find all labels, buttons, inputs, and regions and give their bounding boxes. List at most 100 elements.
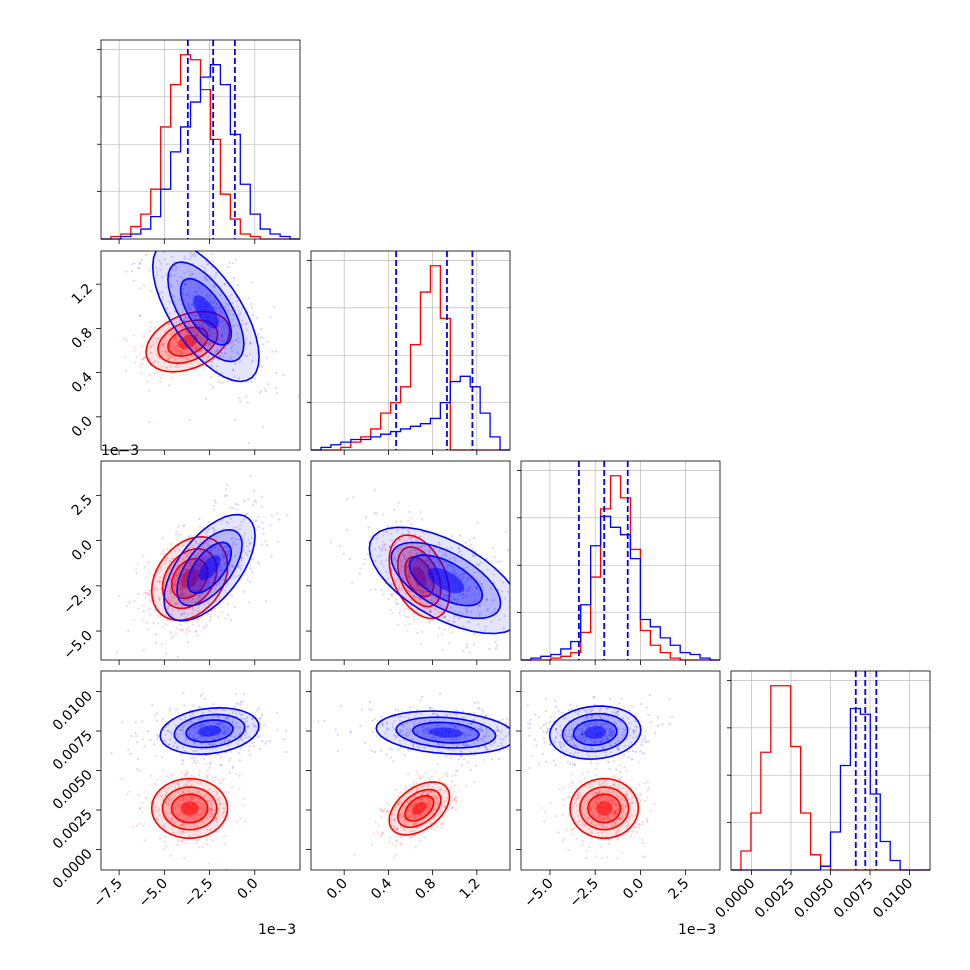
- red-sample-point: [189, 366, 192, 369]
- red-sample-point: [583, 802, 586, 805]
- blue-histogram-series: [521, 515, 720, 661]
- blue-sample-point: [492, 599, 495, 602]
- panel-frame: [100, 460, 301, 661]
- blue-sample-point: [184, 737, 187, 741]
- red-sample-point: [414, 588, 417, 591]
- red-sample-point: [244, 820, 247, 823]
- blue-sample-point: [176, 746, 179, 749]
- blue-sample-point: [173, 583, 176, 587]
- red-sample-point: [216, 812, 219, 815]
- red-sample-point: [403, 820, 406, 823]
- blue-sample-point: [470, 722, 473, 725]
- blue-sample-point: [196, 737, 199, 740]
- red-sample-point: [212, 812, 215, 816]
- blue-sample-point: [397, 538, 400, 541]
- blue-sample-point: [445, 755, 448, 759]
- red-sample-point: [151, 343, 155, 346]
- blue-sample-point: [194, 590, 197, 593]
- red-sample-point: [190, 600, 194, 604]
- blue-sample-point: [395, 560, 398, 563]
- blue-sample-point: [206, 543, 210, 546]
- red-sample-point: [206, 356, 209, 359]
- blue-sample-point: [277, 540, 280, 543]
- blue-sample-point: [233, 554, 237, 558]
- red-sample-point: [161, 626, 164, 629]
- red-sample-point: [188, 818, 191, 821]
- blue-sample-point: [494, 740, 497, 743]
- red-sample-point: [190, 784, 193, 787]
- red-sample-point: [421, 813, 424, 817]
- red-sample-point: [135, 568, 138, 571]
- red-sample-point: [590, 794, 594, 797]
- red-sample-point: [211, 839, 214, 842]
- red-sample-point: [601, 831, 604, 834]
- blue-sample-point: [380, 588, 383, 591]
- blue-sample-point: [174, 741, 177, 745]
- red-sample-point: [425, 810, 428, 813]
- blue-sample-point: [220, 339, 223, 342]
- red-sample-point: [440, 805, 443, 808]
- red-sample-point: [218, 325, 221, 328]
- blue-sample-point: [269, 524, 272, 527]
- red-sample-point: [555, 815, 558, 818]
- red-sample-point: [191, 330, 194, 333]
- blue-sample-point: [199, 583, 202, 586]
- red-sample-point: [426, 791, 429, 794]
- red-sample-point: [169, 354, 172, 358]
- red-sample-point: [396, 555, 399, 558]
- red-sample-point: [148, 572, 151, 575]
- red-sample-point: [180, 818, 183, 821]
- blue-sample-point: [465, 726, 468, 729]
- red-sample-point: [210, 808, 213, 811]
- red-sample-point: [208, 341, 211, 344]
- blue-sample-point: [158, 598, 161, 601]
- red-sample-point: [396, 834, 399, 838]
- red-sample-point: [179, 356, 182, 359]
- red-sample-point: [201, 845, 204, 848]
- blue-sample-point: [239, 700, 243, 704]
- red-sample-point: [412, 595, 415, 598]
- blue-sample-point: [246, 553, 249, 557]
- blue-sample-point: [183, 257, 186, 260]
- red-sample-point: [426, 784, 429, 787]
- blue-sample-point: [236, 529, 239, 532]
- blue-sample-point: [197, 287, 200, 290]
- red-sample-point: [153, 345, 156, 348]
- red-sample-point: [373, 832, 376, 835]
- red-sample-point: [387, 803, 390, 806]
- blue-sample-point: [249, 341, 252, 344]
- blue-sample-point: [364, 516, 368, 519]
- blue-sample-point: [445, 713, 449, 717]
- red-sample-point: [567, 848, 570, 852]
- red-sample-point: [205, 541, 208, 545]
- blue-sample-point: [260, 505, 263, 508]
- red-sample-point: [618, 797, 621, 800]
- blue-sample-point: [506, 590, 509, 594]
- red-sample-point: [143, 356, 146, 359]
- blue-sample-point: [161, 717, 164, 721]
- blue-sample-point: [527, 640, 529, 642]
- red-sample-point: [591, 793, 594, 796]
- red-sample-point: [213, 339, 216, 342]
- red-sample-point: [169, 356, 172, 359]
- blue-sample-point: [247, 498, 250, 501]
- blue-sample-point: [245, 354, 249, 358]
- blue-sample-point: [188, 296, 192, 299]
- red-sample-point: [141, 811, 144, 814]
- red-sample-point: [597, 817, 600, 820]
- blue-sample-point: [246, 716, 249, 719]
- blue-sample-point: [393, 727, 396, 731]
- blue-sample-point: [176, 745, 179, 748]
- red-sample-point: [163, 810, 166, 813]
- blue-sample-point: [192, 726, 195, 730]
- red-sample-point: [585, 856, 588, 860]
- red-sample-point: [439, 822, 442, 825]
- blue-sample-point: [201, 562, 204, 565]
- blue-sample-point: [407, 749, 410, 752]
- red-sample-point: [562, 798, 565, 801]
- blue-sample-point: [226, 730, 229, 733]
- blue-sample-point: [248, 442, 251, 445]
- blue-sample-point: [483, 745, 487, 748]
- red-sample-point: [196, 839, 199, 843]
- red-sample-point: [435, 597, 438, 600]
